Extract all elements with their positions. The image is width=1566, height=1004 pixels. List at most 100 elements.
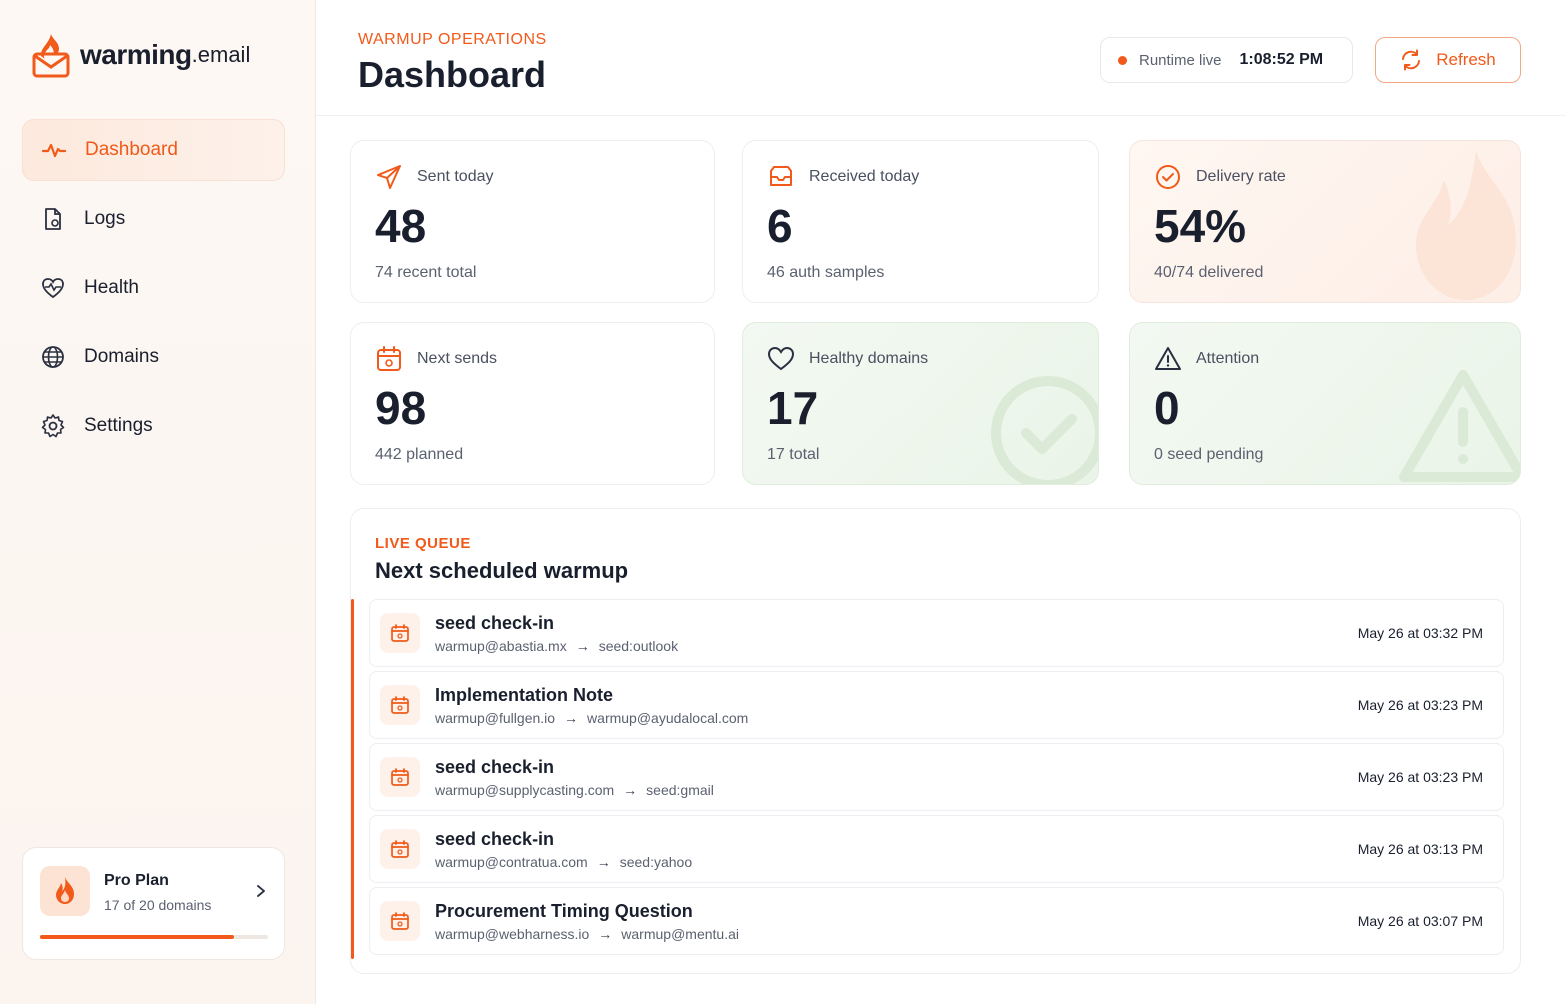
stat-label: Sent today — [417, 168, 494, 185]
stat-card-sent: Sent today 48 74 recent total — [350, 140, 715, 303]
queue-item[interactable]: seed check-in warmup@abastia.mx → seed:out… — [369, 599, 1504, 667]
chevron-right-icon — [256, 884, 266, 903]
queue-item-time: May 26 at 03:13 PM — [1357, 841, 1483, 857]
stat-value: 98 — [375, 382, 427, 434]
stat-label: Received today — [809, 168, 920, 185]
queue-item-title: Implementation Note — [435, 684, 614, 705]
flame-mail-logo-icon — [32, 34, 70, 78]
stat-card-healthy-domains: Healthy domains 17 17 total — [742, 322, 1099, 485]
send-icon — [375, 163, 403, 191]
globe-icon — [40, 344, 66, 370]
plan-progress-fill — [40, 935, 234, 939]
live-dot-icon — [1118, 55, 1127, 65]
stat-card-next-sends: Next sends 98 442 planned — [350, 322, 715, 485]
page-title: Dashboard — [358, 54, 547, 95]
stat-label: Delivery rate — [1196, 168, 1286, 185]
queue-title: Next scheduled warmup — [375, 558, 629, 583]
calendar-icon — [380, 685, 420, 725]
nav-item-health[interactable]: Health — [22, 257, 285, 319]
queue-accent-bar — [351, 599, 354, 959]
queue-item-from: warmup@fullgen.io — [435, 709, 556, 726]
nav-label: Dashboard — [85, 139, 178, 160]
queue-item[interactable]: Procurement Timing Question warmup@webha… — [369, 887, 1504, 955]
runtime-label: Runtime live — [1139, 51, 1222, 69]
queue-item-from: warmup@abastia.mx — [435, 637, 567, 654]
queue-item-from: warmup@contratua.com — [435, 853, 588, 870]
inbox-icon — [767, 163, 795, 191]
nav-label: Settings — [84, 415, 153, 436]
calendar-icon — [380, 613, 420, 653]
plan-card[interactable]: Pro Plan 17 of 20 domains — [22, 847, 285, 960]
refresh-button[interactable]: Refresh — [1375, 37, 1521, 83]
runtime-time: 1:08:52 PM — [1239, 51, 1324, 68]
stat-subtext: 0 seed pending — [1154, 446, 1264, 463]
queue-item-time: May 26 at 03:07 PM — [1357, 913, 1483, 929]
calendar-icon — [380, 757, 420, 797]
stat-value: 0 — [1154, 382, 1180, 434]
plan-name: Pro Plan — [104, 872, 169, 889]
flame-icon — [40, 866, 90, 916]
heart-icon — [767, 345, 795, 373]
stat-card-received: Received today 6 46 auth samples — [742, 140, 1099, 303]
stat-value: 17 — [767, 382, 819, 434]
queue-eyebrow: LIVE QUEUE — [375, 535, 471, 552]
activity-icon — [41, 137, 67, 163]
queue-item-time: May 26 at 03:32 PM — [1357, 625, 1483, 641]
arrow-right-icon: → — [575, 637, 590, 654]
nav-item-settings[interactable]: Settings — [22, 395, 285, 457]
check-circle-watermark-icon — [991, 376, 1098, 484]
stat-value: 48 — [375, 200, 427, 252]
stat-label: Attention — [1196, 350, 1260, 367]
queue-item-time: May 26 at 03:23 PM — [1357, 697, 1483, 713]
stat-label: Healthy domains — [809, 350, 929, 367]
plan-usage: 17 of 20 domains — [104, 897, 212, 913]
stat-subtext: 40/74 delivered — [1154, 264, 1264, 281]
runtime-status: Runtime live 1:08:52 PM — [1100, 37, 1353, 83]
queue-item-title: seed check-in — [435, 756, 555, 777]
main-nav: Dashboard Logs Health Domains Settings — [22, 119, 285, 464]
check-circle-icon — [1154, 163, 1182, 191]
queue-item[interactable]: seed check-in warmup@supplycasting.com → s… — [369, 743, 1504, 811]
calendar-icon — [375, 345, 403, 373]
queue-list: seed check-in warmup@abastia.mx → seed:out… — [369, 599, 1504, 959]
queue-item-from: warmup@supplycasting.com — [435, 781, 615, 798]
stat-subtext: 74 recent total — [375, 264, 477, 281]
queue-item[interactable]: Implementation Note warmup@fullgen.io → wa… — [369, 671, 1504, 739]
heart-pulse-icon — [40, 275, 66, 301]
arrow-right-icon: → — [564, 709, 579, 726]
nav-item-logs[interactable]: Logs — [22, 188, 285, 250]
nav-label: Health — [84, 277, 139, 298]
queue-item-to: seed:outlook — [598, 637, 679, 654]
queue-item-to: seed:gmail — [646, 781, 714, 798]
warning-icon — [1154, 345, 1182, 373]
calendar-icon — [380, 901, 420, 941]
brand-tld: .email — [191, 42, 251, 67]
refresh-icon — [1402, 49, 1421, 71]
stat-card-delivery: Delivery rate 54% 40/74 delivered — [1129, 140, 1521, 303]
nav-item-dashboard[interactable]: Dashboard — [22, 119, 285, 181]
queue-item-title: seed check-in — [435, 828, 555, 849]
live-queue-panel: LIVE QUEUE Next scheduled warmup seed ch… — [350, 508, 1521, 974]
stat-subtext: 46 auth samples — [767, 264, 885, 281]
stat-subtext: 442 planned — [375, 446, 464, 463]
queue-item-title: seed check-in — [435, 612, 555, 633]
nav-item-domains[interactable]: Domains — [22, 326, 285, 388]
plan-progress-bar — [40, 935, 268, 939]
queue-item-time: May 26 at 03:23 PM — [1357, 769, 1483, 785]
page-eyebrow: WARMUP OPERATIONS — [358, 31, 547, 48]
queue-item[interactable]: seed check-in warmup@contratua.com → seed:… — [369, 815, 1504, 883]
stat-value: 6 — [767, 200, 793, 252]
arrow-right-icon: → — [598, 925, 613, 942]
warning-watermark-icon — [1399, 370, 1520, 482]
gear-icon — [40, 413, 66, 439]
stat-value: 54% — [1154, 200, 1247, 252]
arrow-right-icon: → — [596, 853, 611, 870]
page-header: WARMUP OPERATIONS Dashboard Runtime live… — [316, 0, 1566, 116]
queue-item-from: warmup@webharness.io — [435, 925, 590, 942]
nav-label: Domains — [84, 346, 159, 367]
brand-logo-link[interactable]: warming .email — [32, 32, 250, 78]
stat-card-attention: Attention 0 0 seed pending — [1129, 322, 1521, 485]
queue-item-to: seed:yahoo — [619, 853, 693, 870]
arrow-right-icon: → — [623, 781, 638, 798]
refresh-label: Refresh — [1436, 50, 1496, 69]
